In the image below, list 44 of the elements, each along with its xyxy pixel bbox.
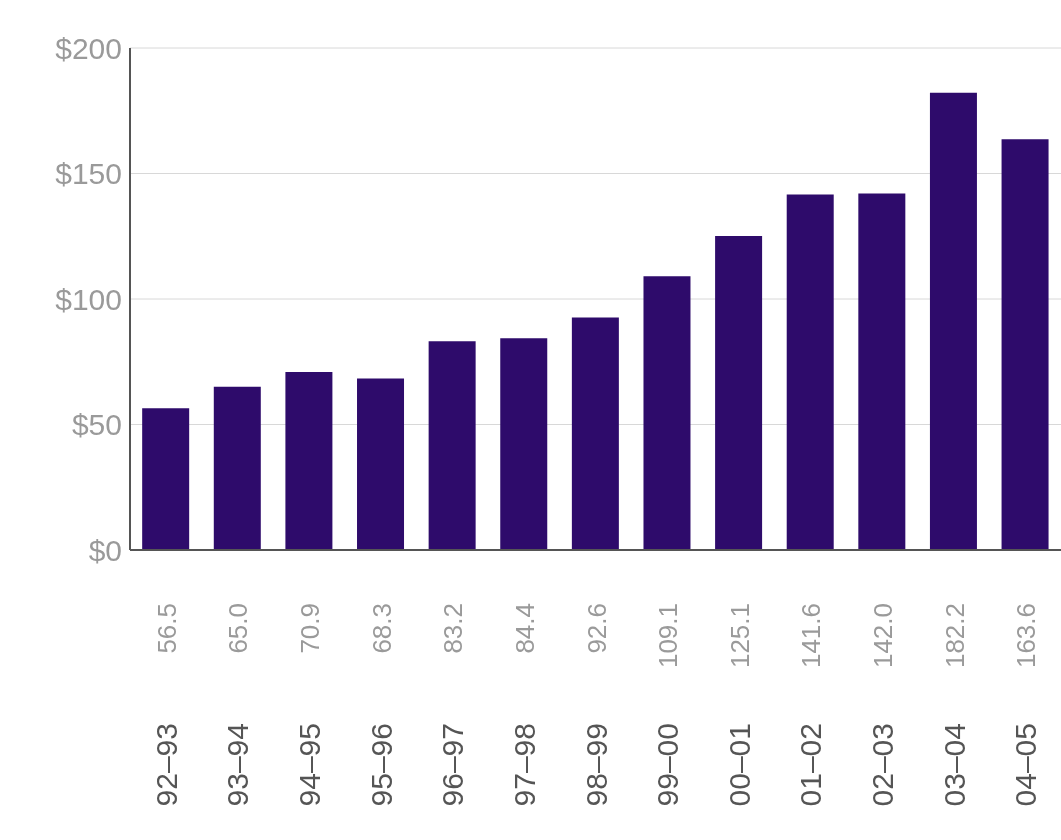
x-tick-label: 93–94 xyxy=(221,723,255,807)
bar xyxy=(500,338,548,550)
x-tick-label: 03–04 xyxy=(937,723,971,807)
x-tick-label: 92–93 xyxy=(149,723,183,807)
data-label: 125.1 xyxy=(724,603,755,669)
x-tick-label: 98–99 xyxy=(579,723,613,807)
x-tick-label: 94–95 xyxy=(293,723,327,807)
bar xyxy=(715,236,763,550)
y-tick-label: $150 xyxy=(55,157,122,191)
x-tick-label: 00–01 xyxy=(722,723,756,807)
bar xyxy=(428,341,476,550)
x-tick-label: 99–00 xyxy=(651,723,685,807)
data-label: 163.6 xyxy=(1011,603,1042,669)
bar xyxy=(786,194,834,550)
data-label: 182.2 xyxy=(939,603,970,669)
x-tick-label: 01–02 xyxy=(794,723,828,807)
data-label: 84.4 xyxy=(509,603,540,654)
data-label: 65.0 xyxy=(223,603,254,654)
bar xyxy=(285,372,333,550)
data-label: 109.1 xyxy=(653,603,684,669)
data-label: 83.2 xyxy=(438,603,469,654)
x-tick-label: 96–97 xyxy=(436,723,470,807)
bar xyxy=(142,408,190,550)
y-tick-label: $50 xyxy=(71,408,122,442)
bar xyxy=(213,386,261,550)
bar xyxy=(643,276,691,550)
bar xyxy=(1001,139,1049,550)
x-tick-label: 95–96 xyxy=(364,723,398,807)
x-tick-label: 97–98 xyxy=(507,723,541,807)
data-label: 70.9 xyxy=(295,603,326,654)
x-tick-label: 04–05 xyxy=(1009,723,1043,807)
y-tick-label: $100 xyxy=(55,282,122,316)
data-label: 142.0 xyxy=(867,603,898,669)
y-tick-label: $200 xyxy=(55,31,122,65)
data-label: 56.5 xyxy=(151,603,182,654)
bar xyxy=(357,378,405,550)
bar xyxy=(858,193,906,550)
y-tick-label: $0 xyxy=(88,533,122,567)
bar xyxy=(929,92,977,550)
data-label: 92.6 xyxy=(581,603,612,654)
bar xyxy=(571,317,619,550)
data-label: 68.3 xyxy=(366,603,397,654)
x-tick-label: 02–03 xyxy=(865,723,899,807)
data-label: 141.6 xyxy=(796,603,827,669)
